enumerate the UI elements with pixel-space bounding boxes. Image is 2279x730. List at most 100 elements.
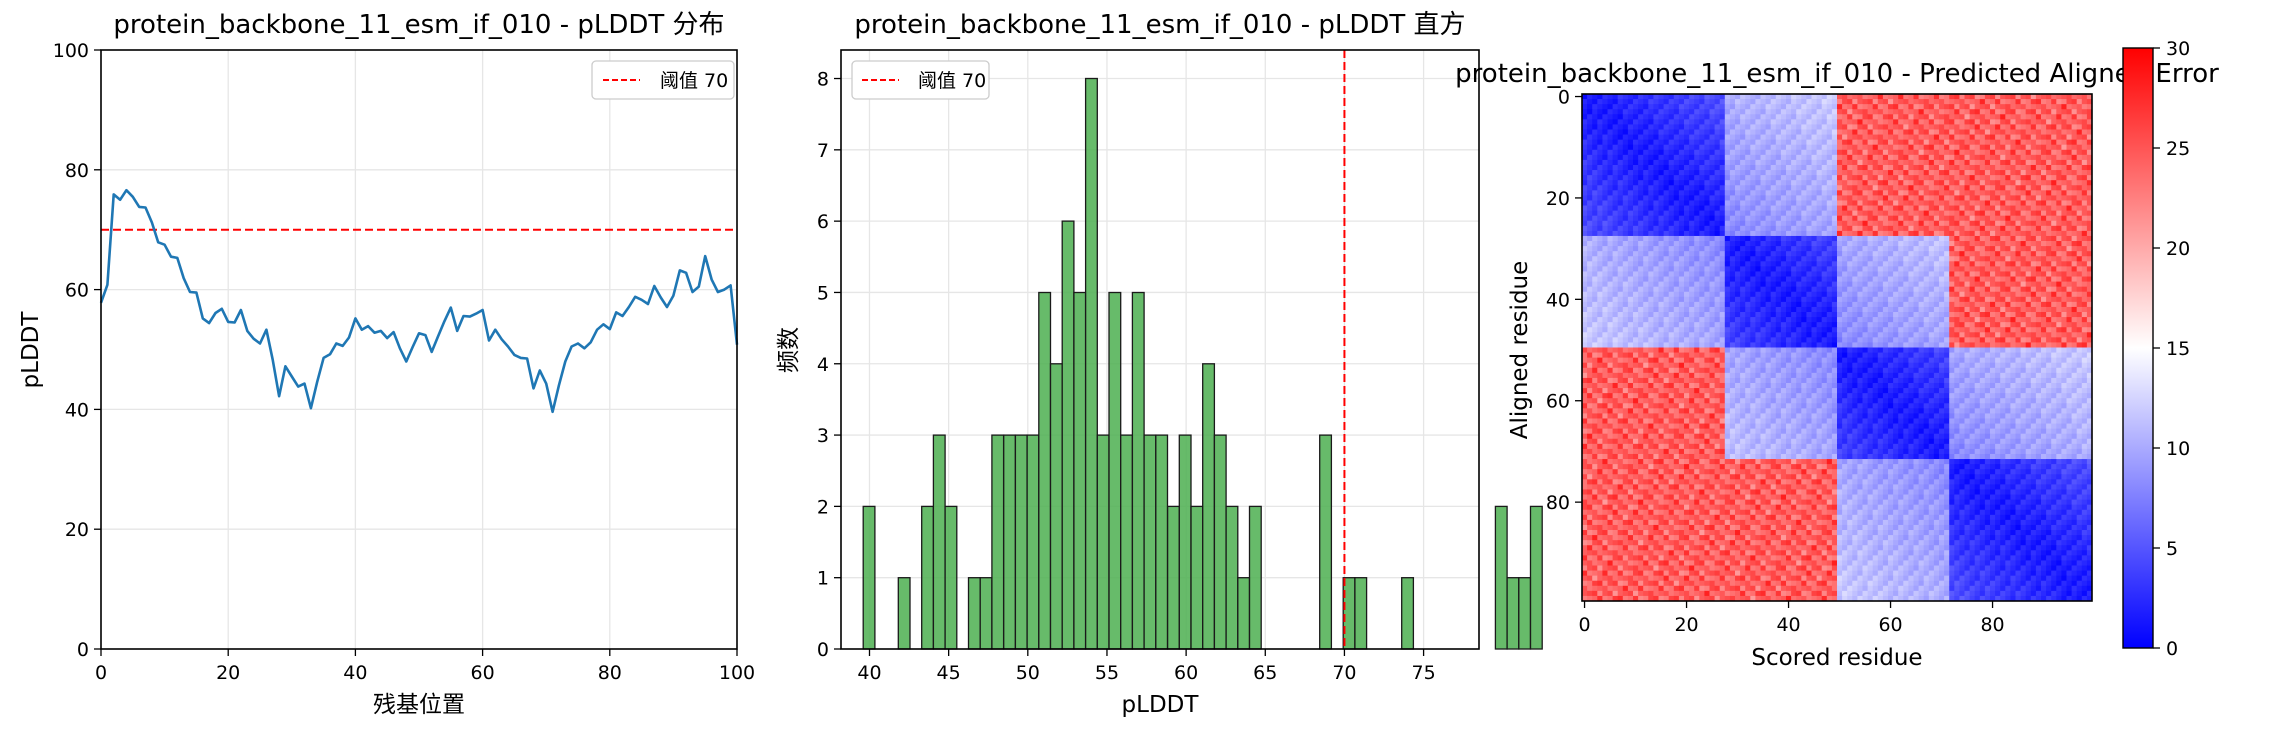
heatmap-cell [1898, 281, 1904, 288]
heatmap-cell [1862, 220, 1868, 227]
heatmap-cell [1714, 271, 1721, 277]
heatmap-cell [1806, 286, 1812, 293]
heatmap-cell [1786, 251, 1792, 257]
heatmap-cell [2035, 322, 2042, 328]
heatmap-cell [1786, 317, 1792, 323]
heatmap-cell [1668, 180, 1675, 186]
heatmap-cell [1837, 256, 1843, 262]
heatmap-cell [1867, 266, 1874, 272]
heatmap-cell [1903, 241, 1909, 247]
heatmap-cell [1821, 134, 1828, 141]
heatmap-cell [2061, 261, 2067, 267]
heatmap-cell [1582, 139, 1588, 146]
heatmap-cell [1663, 139, 1670, 146]
heatmap-cell [1617, 134, 1624, 141]
heatmap-cell [2005, 195, 2011, 201]
heatmap-cell [1923, 286, 1930, 293]
heatmap-cell [1745, 261, 1751, 267]
heatmap-cell [1862, 327, 1868, 333]
heatmap-cell [1791, 220, 1797, 227]
heatmap-cell [2030, 220, 2037, 227]
heatmap-cell [1974, 164, 1981, 171]
heatmap-cell [1806, 296, 1812, 303]
heatmap-cell [1954, 175, 1960, 181]
heatmap-cell [1944, 114, 1950, 120]
heatmap-cell [1592, 99, 1598, 105]
heatmap-cell [1796, 256, 1802, 262]
heatmap-cell [2061, 317, 2067, 323]
heatmap-cell [1745, 220, 1751, 227]
heatmap-cell [2061, 296, 2067, 303]
heatmap-cell [1791, 281, 1797, 288]
heatmap-cell [1648, 159, 1654, 166]
heatmap-cell [2000, 256, 2006, 262]
heatmap-cell [2030, 180, 2037, 186]
heatmap-cell [1633, 296, 1639, 303]
heatmap-cell [1745, 170, 1751, 176]
heatmap-cell [1842, 109, 1848, 115]
heatmap-cell [1933, 306, 1940, 313]
heatmap-cell [2030, 210, 2037, 217]
heatmap-cell [1867, 99, 1874, 105]
heatmap-cell [1959, 261, 1965, 267]
heatmap-cell [1780, 271, 1787, 277]
heatmap-cell [1913, 246, 1919, 252]
heatmap-cell [1709, 144, 1715, 151]
heatmap-cell [1658, 114, 1664, 120]
heatmap-cell [1694, 149, 1700, 156]
heatmap-cell [1786, 261, 1792, 267]
heatmap-cell [1745, 205, 1751, 212]
heatmap-cell [1959, 301, 1965, 308]
heatmap-cell [2041, 322, 2047, 328]
heatmap-cell [1694, 94, 1700, 100]
heatmap-cell [1944, 276, 1950, 282]
heatmap-cell [2051, 296, 2057, 303]
heatmap-cell [1597, 225, 1603, 232]
heatmap-cell [1786, 164, 1792, 171]
heatmap-cell [1959, 129, 1965, 135]
heatmap-cell [1913, 104, 1919, 110]
heatmap-cell [2020, 114, 2027, 120]
heatmap-cell [1801, 220, 1807, 227]
heatmap-cell [1770, 225, 1777, 232]
heatmap-cell [1954, 195, 1960, 201]
heatmap-cell [1745, 114, 1751, 120]
heatmap-cell [1658, 205, 1664, 212]
heatmap-cell [1582, 119, 1588, 125]
heatmap-cell [1587, 230, 1593, 237]
heatmap-cell [1760, 154, 1766, 161]
heatmap-cell [1816, 94, 1823, 100]
heatmap-cell [1592, 246, 1598, 252]
heatmap-cell [1704, 139, 1710, 146]
heatmap-cell [1760, 251, 1766, 257]
heatmap-cell [1959, 246, 1965, 252]
heatmap-cell [1933, 327, 1940, 333]
heatmap-cell [1908, 281, 1914, 288]
heatmap-cell [1913, 124, 1919, 130]
heatmap-cell [1796, 327, 1802, 333]
heatmap-cell [1903, 154, 1909, 161]
heatmap-cell [1617, 281, 1624, 288]
heatmap-cell [1974, 332, 1981, 338]
heatmap-cell [2005, 261, 2011, 267]
heatmap-cell [1893, 225, 1899, 232]
heatmap-cell [1898, 251, 1904, 257]
heatmap-cell [2046, 332, 2052, 338]
heatmap-cell [2076, 301, 2083, 308]
heatmap-cell [2020, 180, 2027, 186]
heatmap-cell [1658, 296, 1664, 303]
heatmap-cell [1755, 266, 1761, 272]
heatmap-cell [1658, 317, 1664, 323]
heatmap-cell [1592, 261, 1598, 267]
heatmap-cell [1842, 256, 1848, 262]
heatmap-cell [2020, 109, 2027, 115]
heatmap-cell [1633, 139, 1639, 146]
heatmap-cell [1633, 261, 1639, 267]
heatmap-cell [2071, 94, 2078, 100]
heatmap-cell [1694, 241, 1700, 247]
heatmap-cell [1622, 256, 1629, 262]
heatmap-cell [1633, 317, 1639, 323]
heatmap-cell [1622, 296, 1629, 303]
heatmap-cell [1826, 195, 1833, 201]
heatmap-cell [1852, 256, 1858, 262]
